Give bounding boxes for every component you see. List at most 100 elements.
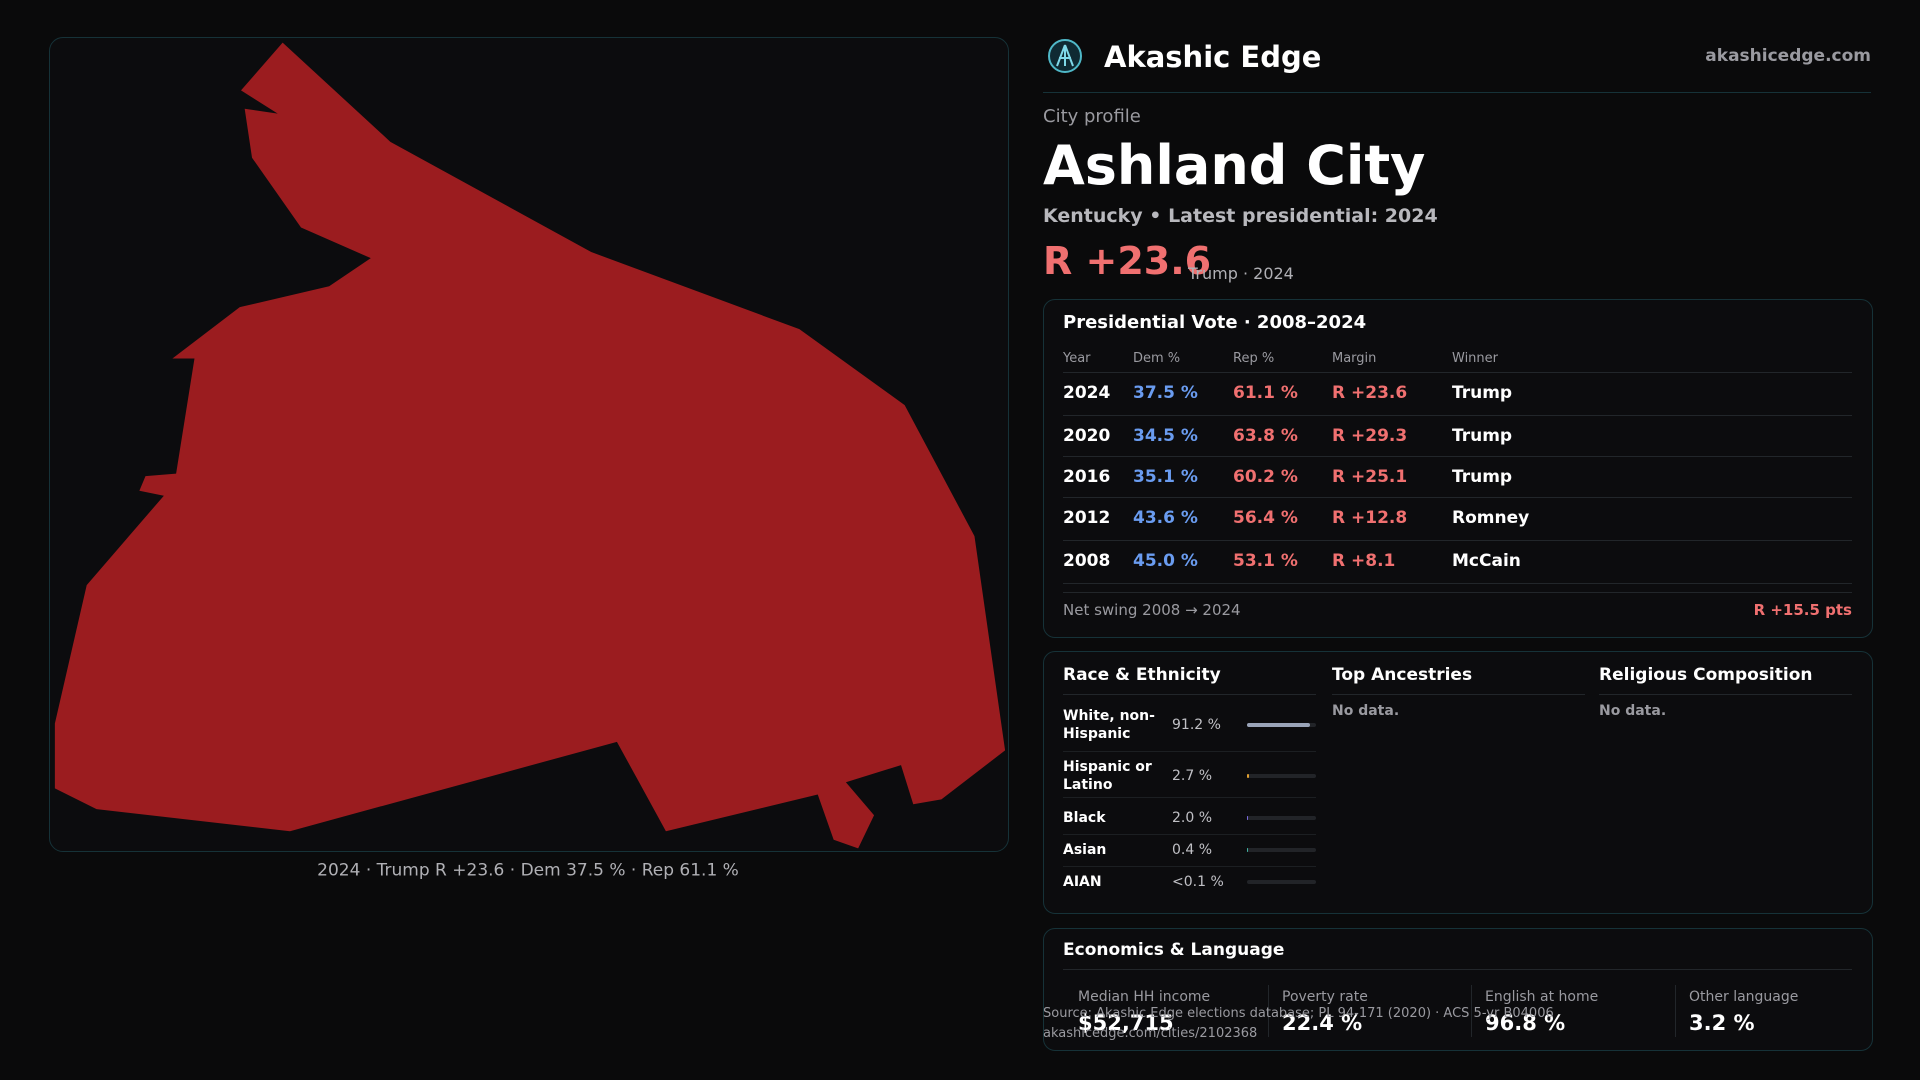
site[interactable]: akashicedge.com: [1705, 46, 1871, 66]
row-divider: [1063, 834, 1316, 835]
stat-value: 96.8 %: [1485, 1011, 1566, 1035]
cell: 34.5 %: [1133, 426, 1198, 446]
cell: 56.4 %: [1233, 508, 1298, 528]
swing-label: Net swing 2008 → 2024: [1063, 601, 1241, 619]
city-shape: [54, 42, 1006, 849]
cell: Trump: [1452, 383, 1513, 403]
cell: R +25.1: [1332, 467, 1408, 487]
bar-track: [1247, 816, 1316, 820]
race-label: Hispanic or Latino: [1063, 758, 1152, 793]
divider: [1675, 985, 1676, 1037]
bar: [1247, 723, 1310, 727]
cell: 2008: [1063, 551, 1111, 571]
vote-card: [1043, 299, 1873, 638]
race-value: 2.7 %: [1172, 768, 1213, 784]
bar: [1247, 816, 1249, 820]
cell: 45.0 %: [1133, 551, 1198, 571]
cell: 2024: [1063, 383, 1111, 403]
religion-empty: No data.: [1599, 703, 1667, 719]
bar-track: [1247, 880, 1316, 884]
divider: [1332, 694, 1585, 695]
bar-track: [1247, 774, 1316, 778]
row-divider: [1063, 866, 1316, 867]
econ-card: [1043, 928, 1873, 1051]
stat-label: Other language: [1689, 989, 1799, 1005]
divider: [1063, 969, 1852, 970]
column-header: Winner: [1452, 351, 1499, 366]
cell: 2016: [1063, 467, 1111, 487]
stat-value: $52,715: [1078, 1011, 1174, 1035]
row-divider: [1063, 583, 1852, 584]
race-label: AIAN: [1063, 873, 1102, 890]
city-name: Ashland City: [1043, 134, 1426, 197]
map-frame: [49, 37, 1009, 852]
cell: 37.5 %: [1133, 383, 1198, 403]
divider: [1268, 985, 1269, 1037]
divider: [1063, 592, 1852, 593]
cell: 43.6 %: [1133, 508, 1198, 528]
column-header: Dem %: [1133, 351, 1181, 366]
econ-title: Economics & Language: [1063, 940, 1285, 960]
race-label: Asian: [1063, 841, 1107, 858]
race-value: 2.0 %: [1172, 810, 1213, 826]
cell: R +23.6: [1332, 383, 1408, 403]
demographics-card: [1043, 651, 1873, 914]
row-divider: [1063, 540, 1852, 541]
divider: [1043, 92, 1871, 93]
map-caption: 2024 · Trump R +23.6 · Dem 37.5 % · Rep …: [317, 860, 739, 881]
race-value: <0.1 %: [1172, 874, 1224, 890]
cell: Romney: [1452, 508, 1530, 528]
divider: [1599, 694, 1852, 695]
cell: Trump: [1452, 467, 1513, 487]
map: [54, 42, 1006, 849]
stat-value: 3.2 %: [1689, 1011, 1755, 1035]
column-header: Year: [1063, 351, 1091, 366]
margin-note: Trump · 2024: [1188, 264, 1294, 283]
vote-title: Presidential Vote · 2008–2024: [1063, 312, 1367, 333]
column-header: Rep %: [1233, 351, 1275, 366]
race-value: 0.4 %: [1172, 842, 1213, 858]
cell: 53.1 %: [1233, 551, 1298, 571]
row-divider: [1063, 797, 1316, 798]
cell: 2012: [1063, 508, 1111, 528]
source: Source: Akashic Edge elections database;…: [1043, 1006, 1554, 1021]
cell: 63.8 %: [1233, 426, 1298, 446]
stat-label: English at home: [1485, 989, 1599, 1005]
row-divider: [1063, 415, 1852, 416]
row-divider: [1063, 456, 1852, 457]
row-divider: [1063, 750, 1316, 752]
column-header: Margin: [1332, 351, 1377, 366]
url[interactable]: akashicedge.com/cities/2102368: [1043, 1026, 1258, 1041]
race-label: Black: [1063, 809, 1106, 826]
cell: R +12.8: [1332, 508, 1408, 528]
brand: Akashic Edge: [1104, 40, 1322, 74]
cell: R +8.1: [1332, 551, 1396, 571]
ancestries-empty: No data.: [1332, 703, 1400, 719]
race-title: Race & Ethnicity: [1063, 665, 1221, 685]
logo: [1048, 39, 1082, 73]
religion-title: Religious Composition: [1599, 665, 1813, 685]
bar-track: [1247, 848, 1316, 852]
cell: 61.1 %: [1233, 383, 1298, 403]
cell: 2020: [1063, 426, 1111, 446]
stat-value: 22.4 %: [1282, 1011, 1363, 1035]
cell: 60.2 %: [1233, 467, 1298, 487]
subtitle: Kentucky • Latest presidential: 2024: [1043, 205, 1438, 227]
row-divider: [1063, 497, 1852, 498]
swing-value: R +15.5 pts: [1753, 601, 1852, 619]
bar: [1247, 774, 1249, 778]
cell: McCain: [1452, 551, 1521, 571]
kicker: City profile: [1043, 106, 1141, 127]
cell: Trump: [1452, 426, 1513, 446]
stat-label: Median HH income: [1078, 989, 1211, 1005]
cell: R +29.3: [1332, 426, 1408, 446]
ancestries-title: Top Ancestries: [1332, 665, 1473, 685]
stat-label: Poverty rate: [1282, 989, 1368, 1005]
divider: [1471, 985, 1472, 1037]
divider: [1063, 694, 1316, 695]
cell: 35.1 %: [1133, 467, 1198, 487]
margin: R +23.6: [1043, 239, 1212, 283]
race-value: 91.2 %: [1172, 717, 1221, 733]
row-divider: [1063, 372, 1852, 373]
